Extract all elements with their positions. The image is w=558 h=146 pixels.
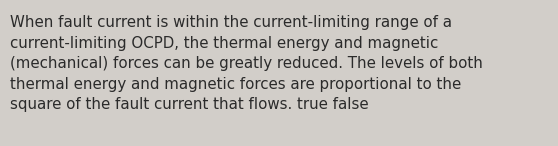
Text: When fault current is within the current-limiting range of a
current-limiting OC: When fault current is within the current… bbox=[10, 15, 483, 112]
